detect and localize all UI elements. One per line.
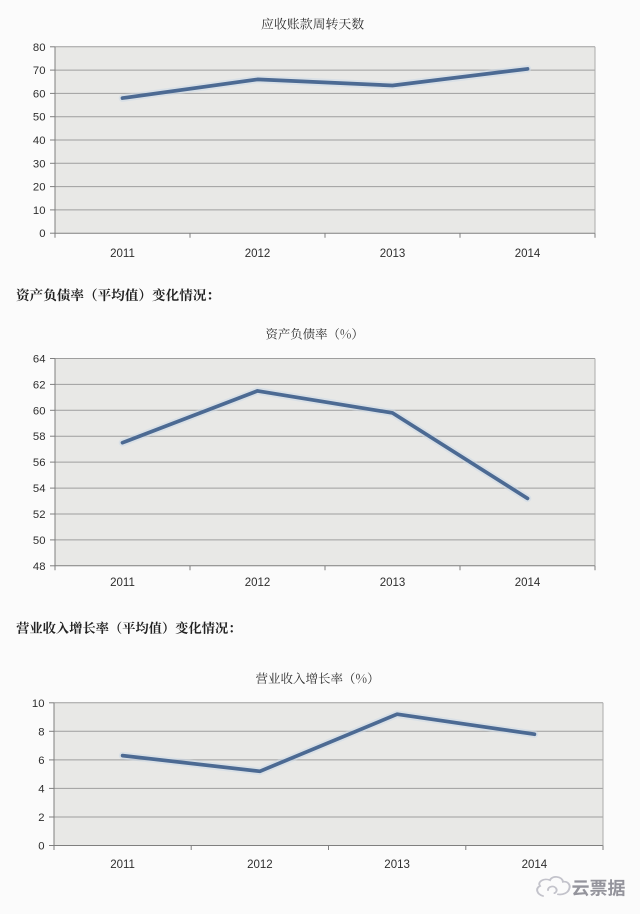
svg-text:2013: 2013 [380,248,406,260]
svg-text:50: 50 [33,535,46,547]
svg-text:64: 64 [33,354,46,366]
svg-text:48: 48 [33,561,46,573]
svg-text:20: 20 [33,182,46,194]
svg-text:60: 60 [33,405,46,417]
svg-text:54: 54 [33,483,46,495]
svg-text:62: 62 [33,379,46,391]
svg-text:50: 50 [33,112,46,124]
svg-text:80: 80 [33,42,46,54]
svg-text:2012: 2012 [245,248,271,260]
svg-text:4: 4 [38,783,44,795]
svg-text:52: 52 [33,509,46,521]
svg-text:2014: 2014 [522,859,548,871]
svg-text:10: 10 [33,205,46,217]
svg-text:0: 0 [39,228,45,240]
svg-text:2012: 2012 [245,577,271,589]
svg-text:70: 70 [33,65,46,77]
svg-text:2014: 2014 [515,577,541,589]
svg-text:2012: 2012 [247,859,273,871]
svg-text:30: 30 [33,158,46,170]
svg-text:2013: 2013 [384,859,410,871]
svg-text:2014: 2014 [515,248,541,260]
svg-text:2: 2 [38,812,44,824]
svg-text:56: 56 [33,457,46,469]
svg-text:2011: 2011 [110,577,135,589]
svg-text:2011: 2011 [110,859,135,871]
svg-text:8: 8 [38,726,44,738]
svg-text:60: 60 [33,88,46,100]
svg-text:2013: 2013 [380,577,406,589]
svg-text:40: 40 [33,135,46,147]
svg-text:2011: 2011 [110,248,135,260]
svg-text:10: 10 [32,698,45,710]
svg-text:6: 6 [38,755,44,767]
svg-text:58: 58 [33,431,46,443]
svg-text:0: 0 [38,841,44,853]
